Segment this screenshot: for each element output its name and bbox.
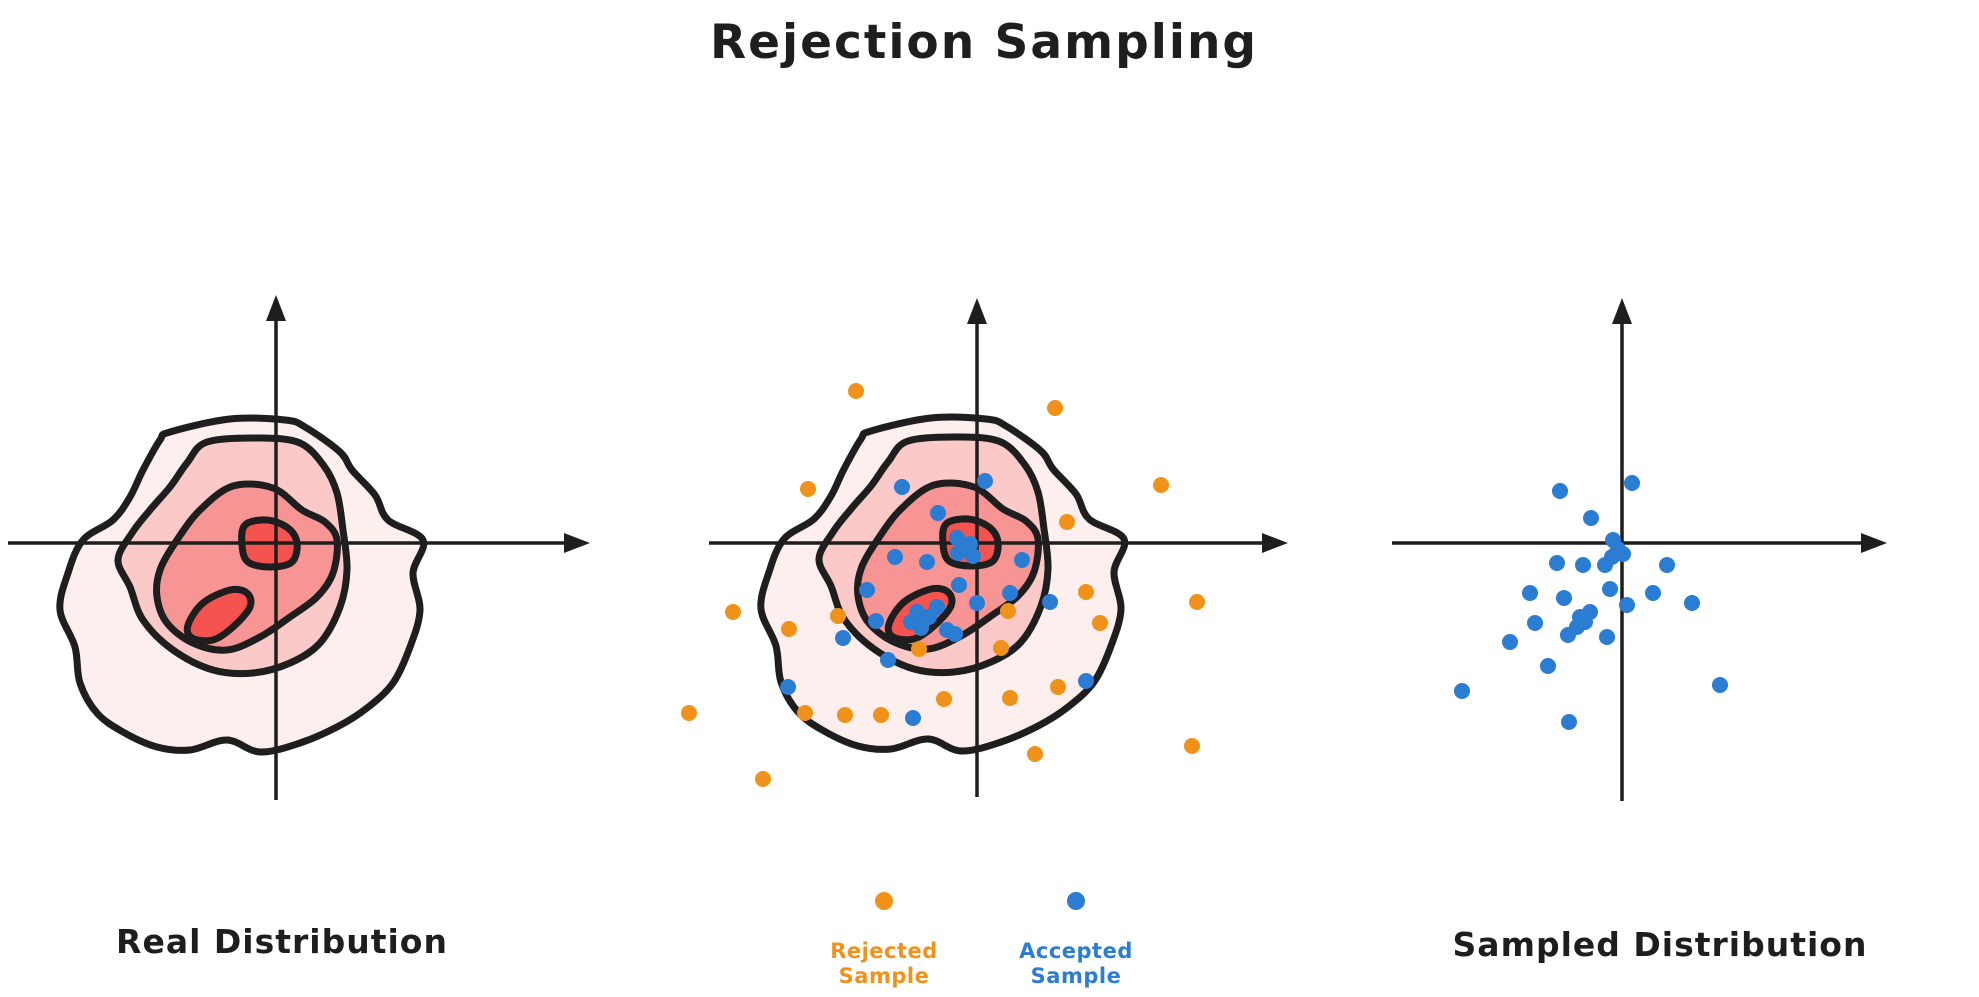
panel-sampled-distribution: [1392, 298, 1887, 801]
contour-peak-lower: [183, 585, 255, 645]
rejected-sample-dot: [830, 608, 846, 624]
rejected-sample-dot: [1078, 584, 1094, 600]
rejected-sample-dot: [800, 481, 816, 497]
legend-rejected-label-line2: Sample: [839, 964, 930, 988]
y-axis-arrowhead-icon: [266, 295, 286, 321]
accepted-sample-dot: [1575, 557, 1591, 573]
real-distribution-label: Real Distribution: [116, 922, 448, 961]
accepted-sample-dot: [835, 630, 851, 646]
x-axis-arrowhead-icon: [1861, 533, 1887, 553]
legend-rejected-label-line1: Rejected: [830, 939, 938, 963]
rejected-sample-dot: [781, 621, 797, 637]
rejected-sample-dot: [1059, 514, 1075, 530]
legend-accepted-label-line1: Accepted: [1019, 939, 1133, 963]
accepted-sample-dot: [955, 539, 971, 555]
accepted-sample-dot: [868, 613, 884, 629]
accepted-sample-dot: [1684, 595, 1700, 611]
accepted-sample-dot: [1042, 594, 1058, 610]
accepted-sample-dot: [1597, 557, 1613, 573]
accepted-sample-dot: [1556, 590, 1572, 606]
rejected-sample-dot: [1050, 679, 1066, 695]
accepted-sample-dot: [1078, 673, 1094, 689]
rejected-sample-dot: [797, 705, 813, 721]
accepted-sample-dot: [1712, 677, 1728, 693]
x-axis-arrowhead-icon: [564, 533, 590, 553]
accepted-sample-dot: [1659, 557, 1675, 573]
accepted-sample-dot: [1561, 714, 1577, 730]
accepted-sample-dot: [1540, 658, 1556, 674]
legend-accepted-dot: [1067, 892, 1085, 910]
panels-layer: [8, 295, 1887, 801]
rejected-sample-dot: [911, 641, 927, 657]
accepted-sample-dot: [1552, 483, 1568, 499]
accepted-sample-dot: [1615, 546, 1631, 562]
accepted-sample-dot: [913, 620, 929, 636]
rejected-sample-dot: [1002, 690, 1018, 706]
panel-real-distribution: [8, 295, 590, 800]
rejected-sample-dot: [848, 383, 864, 399]
y-axis-arrowhead-icon: [967, 298, 987, 324]
rejected-sample-dot: [1027, 746, 1043, 762]
accepted-sample-dot: [977, 473, 993, 489]
accepted-sample-dot: [1002, 585, 1018, 601]
accepted-sample-dot: [951, 577, 967, 593]
rejected-sample-dot: [681, 705, 697, 721]
rejected-sample-dot: [725, 604, 741, 620]
accepted-sample-dot: [859, 582, 875, 598]
y-axis-arrowhead-icon: [1612, 298, 1632, 324]
accepted-sample-dot: [1527, 615, 1543, 631]
accepted-sample-dot: [1599, 629, 1615, 645]
rejected-sample-dot: [837, 707, 853, 723]
rejected-sample-dot: [1189, 594, 1205, 610]
legend: Rejected Sample Accepted Sample: [830, 892, 1133, 988]
accepted-sample-dot: [880, 652, 896, 668]
panel-rejection-sampling: [681, 298, 1288, 797]
accepted-sample-dot: [969, 595, 985, 611]
x-axis-arrowhead-icon: [1262, 533, 1288, 553]
rejected-sample-dot: [755, 771, 771, 787]
legend-rejected-dot: [875, 892, 893, 910]
accepted-sample-dot: [1619, 597, 1635, 613]
rejected-sample-dot: [1092, 615, 1108, 631]
accepted-sample-dot: [1560, 627, 1576, 643]
sampled-distribution-label: Sampled Distribution: [1453, 925, 1868, 964]
accepted-sample-dot: [1454, 683, 1470, 699]
accepted-sample-dot: [887, 549, 903, 565]
accepted-sample-dot: [1583, 510, 1599, 526]
rejected-sample-dot: [936, 691, 952, 707]
accepted-sample-dot: [905, 710, 921, 726]
legend-accepted-label-line2: Sample: [1031, 964, 1122, 988]
accepted-sample-dot: [1624, 475, 1640, 491]
accepted-sample-dot: [1645, 585, 1661, 601]
accepted-sample-dot: [894, 479, 910, 495]
accepted-sample-dot: [780, 679, 796, 695]
accepted-sample-dot: [947, 626, 963, 642]
rejected-sample-dot: [873, 707, 889, 723]
accepted-sample-dot: [1602, 581, 1618, 597]
rejected-sample-dot: [1184, 738, 1200, 754]
accepted-sample-dot: [930, 505, 946, 521]
rejected-sample-dot: [1153, 477, 1169, 493]
rejected-sample-dot: [1000, 603, 1016, 619]
accepted-sample-dot: [1014, 552, 1030, 568]
accepted-sample-dot: [1522, 585, 1538, 601]
accepted-sample-dot: [1549, 555, 1565, 571]
rejected-sample-dot: [993, 640, 1009, 656]
diagram-title: Rejection Sampling: [710, 15, 1258, 70]
accepted-sample-dot: [1502, 634, 1518, 650]
rejected-sample-dot: [1047, 400, 1063, 416]
accepted-sample-dot: [921, 609, 937, 625]
accepted-sample-dot: [919, 554, 935, 570]
